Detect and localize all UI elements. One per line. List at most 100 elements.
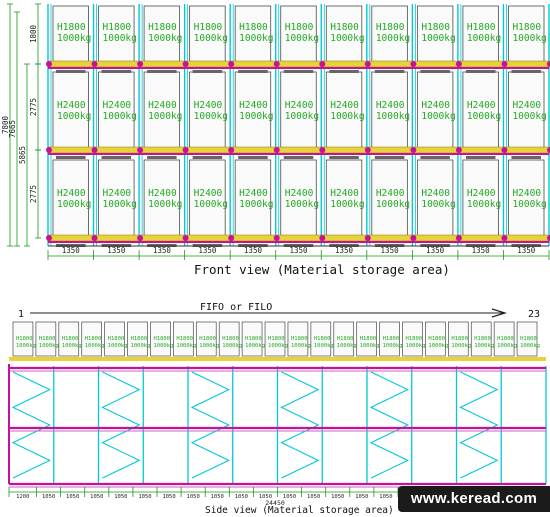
side-pallet-box [218, 321, 240, 357]
pallet-height-label: H2400 [330, 100, 359, 111]
front-bay-dim-label: 1350 [198, 246, 217, 255]
side-pallet-height-label: H1800 [199, 336, 216, 342]
pallet-base [329, 70, 359, 73]
pallet-height-label: H2400 [103, 188, 132, 199]
pallet-base [238, 156, 268, 159]
side-pallet-height-label: H1800 [451, 336, 468, 342]
side-pallet-load-label: 1000kg [268, 343, 288, 349]
beam-connector [547, 61, 550, 67]
side-pallet-box [81, 321, 103, 357]
side-pallet-load-label: 1000kg [360, 343, 380, 349]
dim-level-1-label: 1800 [29, 24, 38, 43]
beam-connector [410, 61, 417, 67]
front-bay-dim-label: 1350 [289, 246, 308, 255]
pallet-load-label: 1000kg [330, 199, 364, 210]
side-dim-label: 1050 [187, 494, 200, 500]
side-pallet-box [425, 321, 446, 357]
side-pallet-height-label: H1800 [406, 336, 423, 342]
pallet-base [238, 70, 268, 73]
side-pallet-box [356, 321, 377, 357]
pallet-base [465, 70, 496, 73]
flow-end-number: 23 [528, 309, 540, 320]
pallet-load-label: 1000kg [330, 111, 364, 122]
pallet-height-label: H2400 [239, 188, 268, 199]
beam-connector [273, 235, 280, 241]
beam-connector [137, 235, 144, 241]
side-pallet-load-label: 1000kg [176, 343, 196, 349]
pallet-height-label: H2400 [239, 100, 268, 111]
pallet-base [283, 156, 314, 159]
side-dim-label: 1050 [355, 494, 368, 500]
side-pallet-box [447, 321, 469, 357]
side-pallet-box [333, 321, 355, 357]
pallet-load-label: 1000kg [376, 111, 410, 122]
pallet-height-label: H2400 [194, 188, 223, 199]
pallet-height-label: H1800 [57, 22, 86, 33]
beam-connector [137, 147, 144, 153]
beam-connector [364, 61, 371, 67]
pallet-box [416, 159, 454, 237]
pallet-load-label: 1000kg [467, 33, 501, 44]
side-pallet-load-label: 1000kg [153, 343, 173, 349]
side-dim-label: 1050 [379, 494, 392, 500]
pallet-box [280, 5, 317, 63]
pallet-box [98, 5, 135, 63]
beam-connector [137, 61, 144, 67]
pallet-load-label: 1000kg [148, 111, 182, 122]
side-pallet-load-label: 1000kg [291, 343, 311, 349]
beam-connector [182, 61, 189, 67]
beam-connector [410, 147, 417, 153]
pallet-load-label: 1000kg [194, 199, 228, 210]
side-pallet-load-label: 1000kg [108, 343, 128, 349]
side-pallet-beam [9, 357, 546, 361]
pallet-height-label: H2400 [421, 188, 450, 199]
beam-connector [182, 147, 189, 153]
side-pallet-height-label: H1800 [16, 336, 33, 342]
side-pallet-box [195, 321, 217, 357]
pallet-height-label: H2400 [512, 100, 541, 111]
side-pallet-height-label: H1800 [428, 336, 445, 342]
side-pallet-height-label: H1800 [497, 336, 514, 342]
side-pallet-height-label: H1800 [360, 336, 377, 342]
flow-direction-label: FIFO or FILO [200, 302, 272, 313]
pallet-load-label: 1000kg [376, 199, 410, 210]
pallet-base [56, 70, 86, 73]
pallet-box [98, 159, 135, 237]
beam-connector [46, 235, 52, 241]
pallet-load-label: 1000kg [194, 111, 228, 122]
pallet-height-label: H1800 [239, 22, 268, 33]
front-beam [47, 234, 550, 242]
pallet-height-label: H2400 [330, 188, 359, 199]
pallet-load-label: 1000kg [148, 199, 182, 210]
side-pallet-load-label: 1000kg [39, 343, 59, 349]
pallet-box [325, 5, 363, 63]
side-pallet-box [12, 321, 34, 357]
beam-connector [501, 61, 508, 67]
side-pallet-height-label: H1800 [268, 336, 285, 342]
side-pallet-load-label: 1000kg [406, 343, 426, 349]
beam-connector [91, 235, 98, 241]
side-pallet-height-label: H1800 [108, 336, 125, 342]
side-pallet-box [402, 321, 423, 357]
pallet-height-label: H2400 [148, 188, 177, 199]
pallet-box [371, 71, 408, 149]
pallet-height-label: H2400 [376, 100, 405, 111]
pallet-box [508, 71, 545, 149]
side-pallet-load-label: 1000kg [222, 343, 242, 349]
side-pallet-height-label: H1800 [383, 336, 400, 342]
side-pallet-load-label: 1000kg [497, 343, 517, 349]
pallet-height-label: H2400 [194, 100, 223, 111]
side-pallet-height-label: H1800 [314, 336, 331, 342]
side-pallet-height-label: H1800 [337, 336, 354, 342]
pallet-box [508, 5, 545, 63]
side-pallet-box [516, 321, 538, 357]
side-pallet-height-label: H1800 [222, 336, 239, 342]
side-pallet-load-label: 1000kg [16, 343, 36, 349]
side-pallet-height-label: H1800 [520, 336, 537, 342]
front-bay-dim-label: 1350 [426, 246, 445, 255]
front-bay-dim-label: 1350 [244, 246, 263, 255]
pallet-box [280, 71, 317, 149]
pallet-height-label: H2400 [103, 100, 132, 111]
pallet-load-label: 1000kg [467, 199, 501, 210]
